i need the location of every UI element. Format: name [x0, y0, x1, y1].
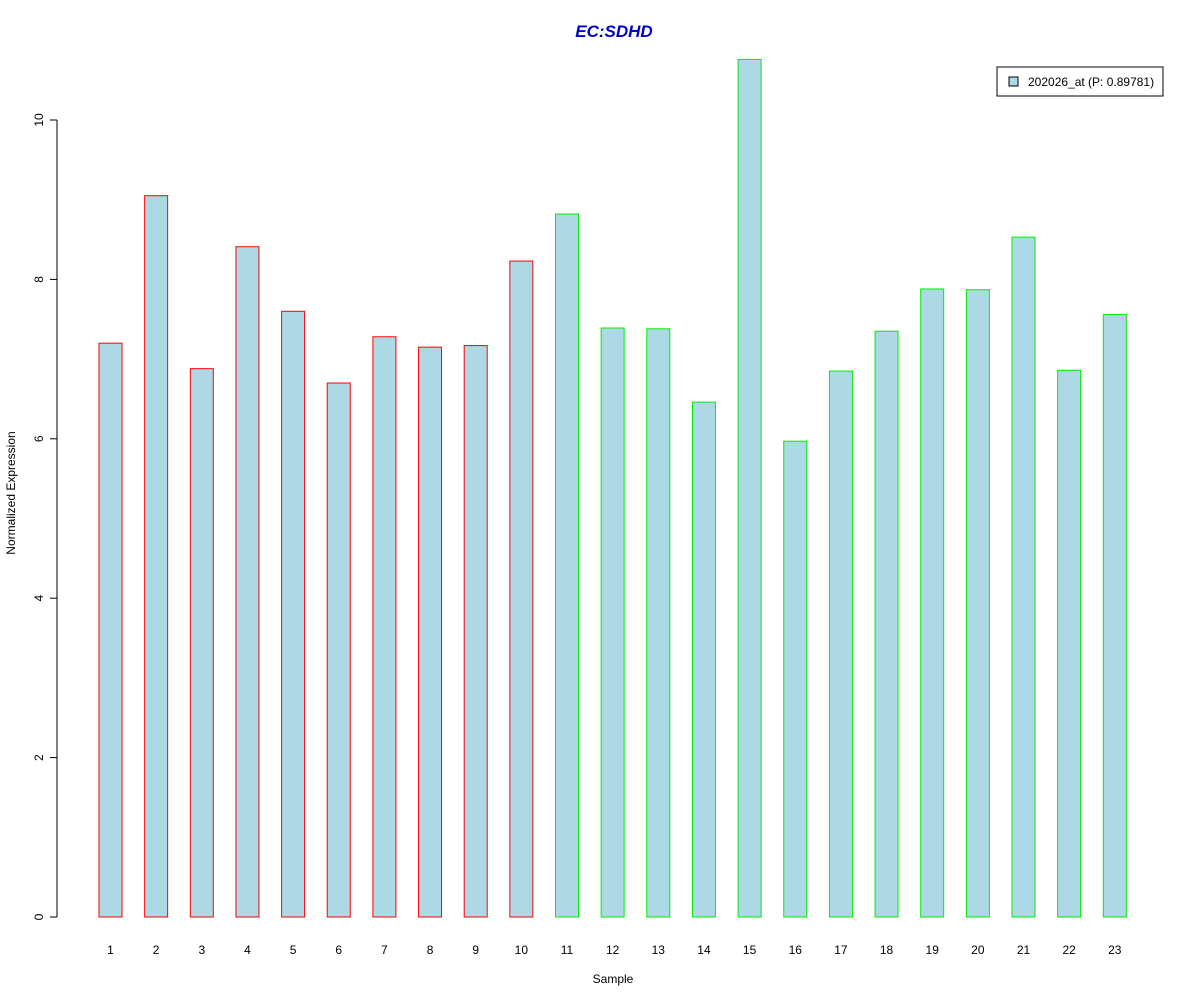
x-tick-label: 9	[472, 943, 479, 957]
bar-sample-23	[1102, 313, 1127, 918]
y-tick-label: 2	[32, 754, 46, 761]
bar-sample-3	[189, 368, 214, 918]
x-tick-label: 21	[1017, 943, 1031, 957]
x-tick-label: 22	[1062, 943, 1076, 957]
bar-sample-6	[326, 382, 351, 918]
bar-sample-8	[418, 346, 443, 918]
bar-sample-19	[920, 288, 945, 918]
x-tick-label: 14	[697, 943, 711, 957]
x-tick-label: 10	[515, 943, 529, 957]
x-tick-label: 12	[606, 943, 620, 957]
x-tick-label: 1	[107, 943, 114, 957]
x-tick-label: 13	[652, 943, 666, 957]
x-tick-label: 5	[290, 943, 297, 957]
y-tick-label: 10	[32, 113, 46, 127]
bar-sample-14	[691, 401, 716, 918]
x-tick-label: 16	[789, 943, 803, 957]
bar-sample-5	[281, 310, 306, 918]
chart-title: EC:SDHD	[575, 22, 652, 41]
x-tick-labels: 1 2 3 4 5 6 7 8 9 10 11 12 13 14 15 16 17 18 19 20 21 22 23	[107, 943, 1122, 957]
x-tick-label: 18	[880, 943, 894, 957]
y-tick-label: 8	[32, 276, 46, 283]
x-axis-title: Sample	[593, 972, 634, 986]
x-tick-label: 20	[971, 943, 985, 957]
x-tick-label: 17	[834, 943, 848, 957]
x-tick-label: 19	[926, 943, 940, 957]
bar-sample-11	[555, 213, 579, 918]
x-tick-label: 7	[381, 943, 388, 957]
x-tick-label: 8	[427, 943, 434, 957]
legend-label: 202026_at (P: 0.89781)	[1028, 75, 1154, 89]
bar-sample-1	[98, 342, 123, 918]
x-tick-label: 11	[561, 943, 574, 957]
legend-swatch	[1008, 76, 1019, 87]
bar-sample-13	[646, 328, 671, 918]
x-tick-label: 4	[244, 943, 251, 957]
x-tick-label: 3	[198, 943, 205, 957]
x-tick-label: 15	[743, 943, 757, 957]
bar-sample-16	[783, 440, 808, 918]
bar-sample-10	[509, 260, 534, 918]
bar-sample-7	[372, 336, 397, 918]
bar-sample-17	[828, 370, 853, 918]
x-tick-label: 23	[1108, 943, 1122, 957]
bar-sample-12	[600, 327, 625, 918]
bar-sample-18	[874, 330, 899, 918]
bar-sample-15	[737, 58, 762, 918]
legend: 202026_at (P: 0.89781)	[996, 66, 1164, 97]
x-tick-label: 6	[335, 943, 342, 957]
y-tick-label: 6	[32, 435, 46, 442]
x-tick-label: 2	[153, 943, 160, 957]
legend-box	[996, 66, 1164, 97]
y-tick-label: 4	[32, 595, 46, 602]
y-tick-label: 0	[32, 913, 46, 920]
y-axis-title: Normalized Expression	[4, 431, 18, 554]
bars-group	[98, 58, 1127, 918]
bar-sample-2	[144, 195, 169, 918]
y-axis: 0 2 4 6 8 10	[32, 113, 58, 920]
bar-sample-20	[965, 289, 990, 918]
bar-sample-4	[235, 246, 260, 918]
bar-sample-22	[1057, 369, 1082, 918]
bar-sample-9	[463, 345, 488, 918]
bar-sample-21	[1011, 236, 1036, 918]
